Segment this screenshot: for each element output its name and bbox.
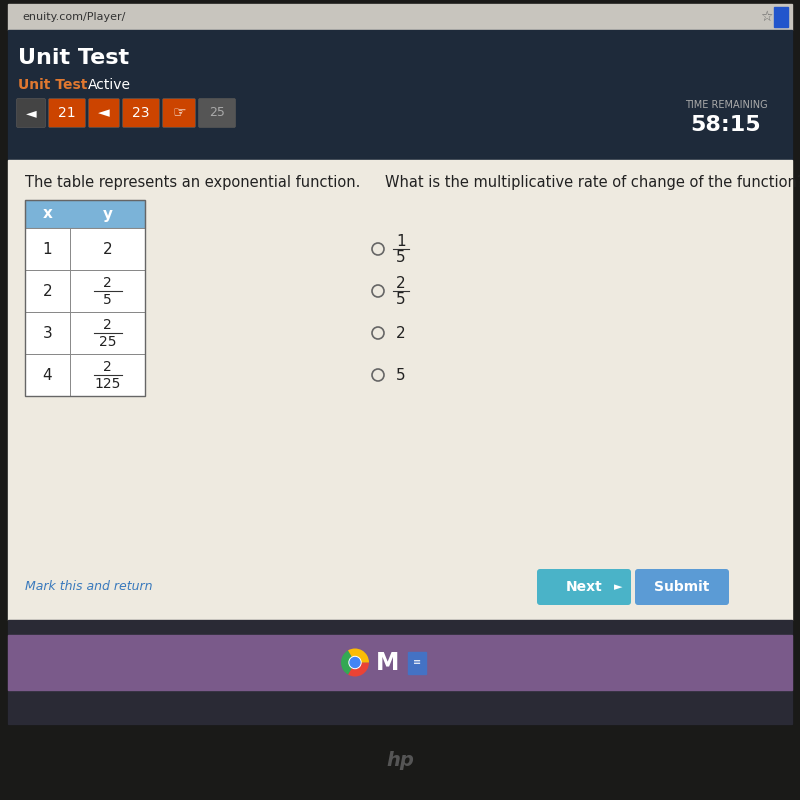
Text: 25: 25 [209, 106, 225, 119]
Text: Unit Test: Unit Test [18, 48, 129, 68]
Wedge shape [341, 650, 355, 674]
FancyBboxPatch shape [17, 98, 46, 127]
Text: 3: 3 [42, 326, 52, 341]
Text: The table represents an exponential function.: The table represents an exponential func… [25, 174, 360, 190]
Text: 58:15: 58:15 [690, 115, 762, 135]
Text: 2: 2 [396, 326, 406, 341]
FancyBboxPatch shape [49, 98, 86, 127]
Text: 5: 5 [396, 293, 406, 307]
Bar [25, 354, 145, 396]
Text: Active: Active [88, 78, 131, 92]
Text: ≡: ≡ [413, 658, 421, 667]
Bar [8, 620, 792, 724]
Text: 4: 4 [42, 367, 52, 382]
Bar [8, 30, 792, 160]
Bar [8, 635, 792, 690]
FancyBboxPatch shape [122, 98, 159, 127]
Bar [25, 200, 145, 228]
Text: What is the multiplicative rate of change of the function?: What is the multiplicative rate of chang… [385, 174, 800, 190]
Circle shape [350, 658, 360, 667]
Text: Mark this and return: Mark this and return [25, 581, 153, 594]
Text: 21: 21 [58, 106, 76, 120]
Text: 23: 23 [132, 106, 150, 120]
Text: hp: hp [386, 750, 414, 770]
Text: 125: 125 [94, 377, 121, 391]
Text: y: y [102, 206, 113, 222]
Text: 2: 2 [396, 275, 406, 290]
Text: 1: 1 [42, 242, 52, 257]
Text: Unit Test: Unit Test [18, 78, 87, 92]
FancyBboxPatch shape [162, 98, 195, 127]
Circle shape [349, 657, 361, 669]
Text: ◄: ◄ [26, 106, 36, 120]
FancyBboxPatch shape [537, 569, 631, 605]
Text: 2: 2 [102, 242, 112, 257]
Text: enuity.com/Player/: enuity.com/Player/ [22, 12, 126, 22]
Text: ☆: ☆ [760, 10, 772, 24]
Text: M: M [376, 650, 400, 674]
Bar [25, 312, 145, 354]
Text: 2: 2 [103, 318, 112, 332]
Text: x: x [42, 206, 53, 222]
Bar [25, 200, 145, 396]
Text: 5: 5 [396, 367, 406, 382]
Text: ►: ► [614, 582, 622, 592]
Text: 5: 5 [103, 293, 112, 307]
Text: 5: 5 [396, 250, 406, 266]
Bar [25, 270, 145, 312]
Text: Next: Next [566, 580, 602, 594]
Bar [25, 228, 145, 270]
Text: 25: 25 [98, 335, 116, 349]
Text: ◄: ◄ [98, 106, 110, 121]
Wedge shape [348, 662, 369, 677]
FancyBboxPatch shape [198, 98, 235, 127]
Text: TIME REMAINING: TIME REMAINING [685, 100, 767, 110]
Text: Submit: Submit [654, 580, 710, 594]
Bar [408, 651, 426, 674]
Wedge shape [348, 649, 369, 662]
Text: 2: 2 [103, 276, 112, 290]
Text: ☞: ☞ [172, 106, 186, 121]
Text: 1: 1 [396, 234, 406, 249]
FancyBboxPatch shape [635, 569, 729, 605]
FancyBboxPatch shape [89, 98, 119, 127]
Bar [8, 160, 792, 620]
Bar [774, 7, 788, 27]
Text: 2: 2 [103, 360, 112, 374]
Text: 2: 2 [42, 283, 52, 298]
Bar [8, 4, 792, 30]
